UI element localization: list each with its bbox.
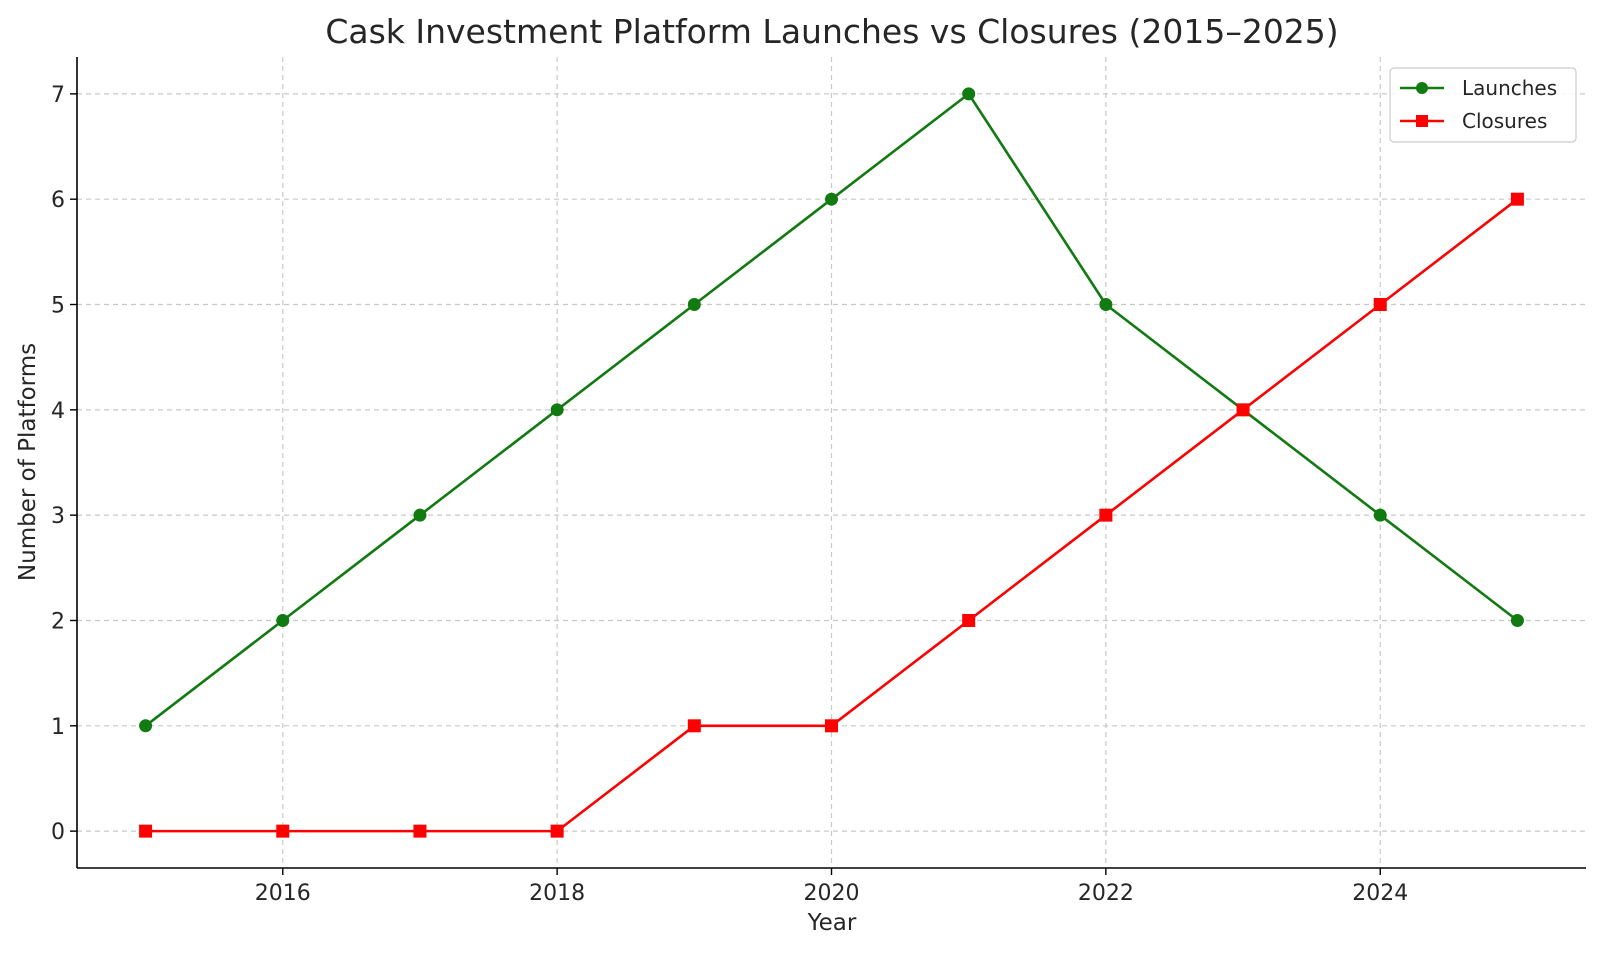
y-tick-label: 5 — [51, 294, 65, 319]
launches-point — [1510, 613, 1524, 627]
series-lines — [139, 87, 1524, 838]
closures-point — [1510, 192, 1524, 206]
series-closures — [139, 192, 1524, 838]
launches-point — [276, 613, 290, 627]
launches-point — [1373, 508, 1387, 522]
x-tick-label: 2020 — [804, 881, 860, 906]
closures-point — [1373, 298, 1387, 312]
tick-labels: 2016 2018 2020 2022 2024 0 1 2 3 4 5 6 7 — [51, 83, 1408, 906]
y-tick-label: 7 — [51, 83, 65, 108]
x-tick-label: 2018 — [529, 881, 585, 906]
launches-point — [550, 403, 564, 417]
launches-point — [1099, 298, 1113, 312]
y-tick-label: 2 — [51, 609, 65, 634]
x-tick-label: 2016 — [255, 881, 311, 906]
legend-item-launches: Launches — [1400, 76, 1557, 100]
y-tick-label: 3 — [51, 504, 65, 529]
launches-point — [687, 298, 701, 312]
legend-label: Launches — [1462, 76, 1557, 100]
legend-item-closures: Closures — [1400, 109, 1547, 133]
launches-point — [413, 508, 427, 522]
closures-point — [276, 824, 290, 838]
closures-point — [825, 719, 838, 733]
closures-point — [1099, 508, 1113, 522]
x-tick-label: 2022 — [1078, 881, 1134, 906]
legend: Launches Closures — [1389, 67, 1577, 143]
legend-box — [1389, 67, 1577, 143]
closures-point — [687, 719, 701, 733]
launches-point — [139, 719, 153, 733]
closures-point — [413, 824, 427, 838]
legend-label: Closures — [1462, 109, 1547, 133]
launches-point — [962, 87, 976, 101]
closures-point — [550, 824, 564, 838]
closures-point — [139, 824, 153, 838]
x-tick-label: 2024 — [1352, 881, 1408, 906]
closures-point — [962, 613, 976, 627]
launches-point — [825, 192, 838, 206]
y-tick-label: 6 — [51, 188, 65, 213]
y-tick-label: 1 — [51, 715, 65, 740]
legend-marker — [1416, 82, 1428, 94]
y-axis-title: Number of Platforms — [15, 343, 41, 581]
y-tick-label: 4 — [51, 399, 65, 424]
y-tick-label: 0 — [51, 820, 65, 845]
closures-point — [1236, 403, 1250, 417]
legend-marker — [1416, 115, 1428, 127]
series-launches — [139, 87, 1524, 733]
grid — [77, 57, 1586, 868]
x-axis-title: Year — [807, 910, 857, 936]
chart-title: Cask Investment Platform Launches vs Clo… — [325, 12, 1338, 51]
